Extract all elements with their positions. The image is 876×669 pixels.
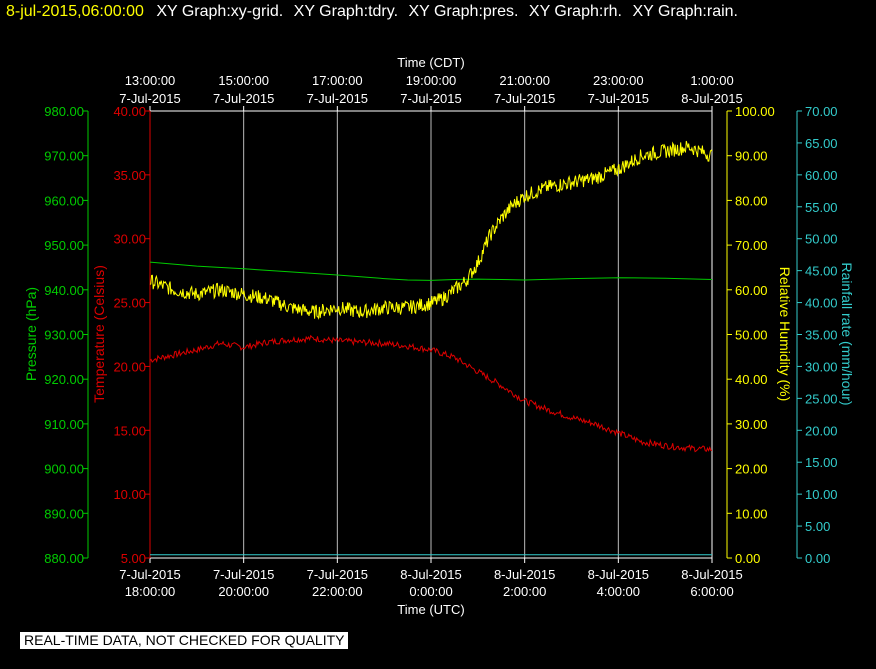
rain-axis-tick-label: 70.00 <box>805 104 838 119</box>
bottom-axis-title: Time (UTC) <box>397 602 464 617</box>
title-tdry: XY Graph:tdry. <box>293 3 399 20</box>
top-tick-time: 13:00:00 <box>125 73 176 88</box>
rain-axis-tick-label: 60.00 <box>805 168 838 183</box>
temperature-series-line <box>149 334 713 453</box>
pressure-axis-tick-label: 930.00 <box>44 328 84 343</box>
bottom-tick-date: 8-Jul-2015 <box>588 567 649 582</box>
humidity-axis-tick-label: 0.00 <box>735 551 760 566</box>
humidity-axis-tick-label: 100.00 <box>735 104 775 119</box>
rain-axis-tick-label: 40.00 <box>805 296 838 311</box>
bottom-tick-time: 18:00:00 <box>125 584 176 599</box>
rain-axis-tick-label: 0.00 <box>805 551 830 566</box>
humidity-axis-tick-label: 50.00 <box>735 328 768 343</box>
humidity-axis-tick-label: 90.00 <box>735 149 768 164</box>
temperature-axis-tick-label: 20.00 <box>113 359 146 374</box>
rain-axis-tick-label: 45.00 <box>805 264 838 279</box>
pressure-series-line <box>149 261 713 281</box>
humidity-axis-tick-label: 10.00 <box>735 506 768 521</box>
top-tick-time: 21:00:00 <box>499 73 550 88</box>
rain-axis-label: Rainfall rate (mm/hour) <box>839 262 855 405</box>
timestamp: 8-jul-2015,06:00:00 <box>6 3 144 20</box>
pressure-axis-tick-label: 910.00 <box>44 417 84 432</box>
top-tick-date: 7-Jul-2015 <box>588 91 649 106</box>
top-tick-time: 23:00:00 <box>593 73 644 88</box>
pressure-axis-tick-label: 900.00 <box>44 462 84 477</box>
pressure-axis-tick-label: 920.00 <box>44 372 84 387</box>
temperature-axis-tick-label: 10.00 <box>113 487 146 502</box>
rain-axis-tick-label: 10.00 <box>805 487 838 502</box>
bottom-tick-date: 7-Jul-2015 <box>213 567 274 582</box>
bottom-tick-date: 8-Jul-2015 <box>400 567 461 582</box>
bottom-tick-time: 0:00:00 <box>409 584 452 599</box>
rain-axis-tick-label: 30.00 <box>805 359 838 374</box>
rain-axis-tick-label: 5.00 <box>805 519 830 534</box>
rain-axis-tick-label: 25.00 <box>805 391 838 406</box>
bottom-tick-time: 4:00:00 <box>597 584 640 599</box>
top-tick-date: 7-Jul-2015 <box>494 91 555 106</box>
pressure-axis-tick-label: 980.00 <box>44 104 84 119</box>
pressure-axis-tick-label: 950.00 <box>44 238 84 253</box>
top-tick-time: 15:00:00 <box>218 73 269 88</box>
humidity-axis-tick-label: 40.00 <box>735 372 768 387</box>
temperature-axis-tick-label: 30.00 <box>113 232 146 247</box>
title-xy-grid: XY Graph:xy-grid. <box>156 3 284 20</box>
bottom-tick-time: 6:00:00 <box>690 584 733 599</box>
top-tick-date: 7-Jul-2015 <box>400 91 461 106</box>
quality-notice: REAL-TIME DATA, NOT CHECKED FOR QUALITY <box>20 632 349 649</box>
title-rain: XY Graph:rain. <box>632 3 738 20</box>
temperature-axis-label: Temperature (Celsius) <box>91 265 107 403</box>
humidity-axis-tick-label: 30.00 <box>735 417 768 432</box>
temperature-axis-tick-label: 5.00 <box>121 551 146 566</box>
temperature-axis-tick-label: 15.00 <box>113 423 146 438</box>
top-tick-date: 7-Jul-2015 <box>213 91 274 106</box>
rain-axis-tick-label: 15.00 <box>805 455 838 470</box>
rain-axis-tick-label: 35.00 <box>805 328 838 343</box>
bottom-tick-time: 2:00:00 <box>503 584 546 599</box>
bottom-tick-date: 8-Jul-2015 <box>494 567 555 582</box>
pressure-axis-tick-label: 880.00 <box>44 551 84 566</box>
top-tick-time: 19:00:00 <box>406 73 457 88</box>
top-tick-time: 1:00:00 <box>690 73 733 88</box>
rain-axis-tick-label: 55.00 <box>805 200 838 215</box>
humidity-axis-label: Relative Humidity (%) <box>777 267 793 402</box>
pressure-axis-tick-label: 960.00 <box>44 193 84 208</box>
humidity-axis-tick-label: 60.00 <box>735 283 768 298</box>
top-tick-date: 7-Jul-2015 <box>119 91 180 106</box>
pressure-axis-tick-label: 970.00 <box>44 149 84 164</box>
humidity-axis-tick-label: 70.00 <box>735 238 768 253</box>
top-tick-time: 17:00:00 <box>312 73 363 88</box>
humidity-series-line <box>149 140 713 320</box>
chart-header: 8-jul-2015,06:00:00 XY Graph:xy-grid. XY… <box>6 3 738 21</box>
top-tick-date: 7-Jul-2015 <box>307 91 368 106</box>
bottom-tick-date: 8-Jul-2015 <box>681 567 742 582</box>
title-pres: XY Graph:pres. <box>408 3 519 20</box>
top-tick-date: 8-Jul-2015 <box>681 91 742 106</box>
rain-axis-tick-label: 65.00 <box>805 136 838 151</box>
temperature-axis-tick-label: 40.00 <box>113 104 146 119</box>
top-axis-title: Time (CDT) <box>397 55 464 70</box>
bottom-tick-date: 7-Jul-2015 <box>119 567 180 582</box>
temperature-axis-tick-label: 25.00 <box>113 296 146 311</box>
bottom-tick-time: 20:00:00 <box>218 584 269 599</box>
rain-axis-tick-label: 20.00 <box>805 423 838 438</box>
humidity-axis-tick-label: 20.00 <box>735 462 768 477</box>
rain-axis-tick-label: 50.00 <box>805 232 838 247</box>
humidity-axis-tick-label: 80.00 <box>735 193 768 208</box>
title-rh: XY Graph:rh. <box>528 3 622 20</box>
pressure-axis-tick-label: 890.00 <box>44 506 84 521</box>
bottom-tick-time: 22:00:00 <box>312 584 363 599</box>
bottom-tick-date: 7-Jul-2015 <box>307 567 368 582</box>
pressure-axis-tick-label: 940.00 <box>44 283 84 298</box>
pressure-axis-label: Pressure (hPa) <box>23 287 39 381</box>
temperature-axis-tick-label: 35.00 <box>113 168 146 183</box>
